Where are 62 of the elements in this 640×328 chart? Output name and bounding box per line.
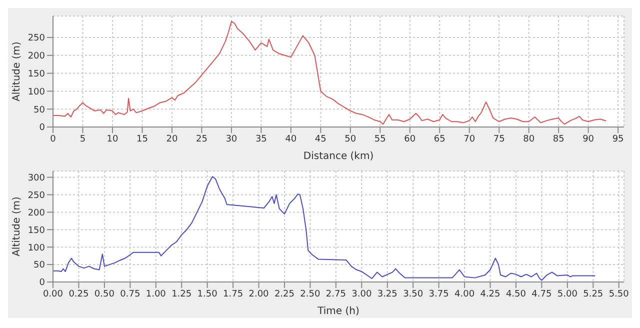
x-axis-title: Time (h) bbox=[316, 306, 360, 317]
x-tick-label: 1.50 bbox=[197, 289, 218, 300]
x-tick-label: 85 bbox=[552, 134, 564, 144]
x-tick-label: 5.00 bbox=[557, 289, 578, 300]
y-tick-label: 300 bbox=[28, 173, 46, 184]
x-tick-label: 4.25 bbox=[480, 289, 500, 300]
x-tick-label: 3.75 bbox=[428, 289, 449, 300]
x-tick-label: 65 bbox=[434, 134, 446, 144]
x-tick-label: 4.00 bbox=[454, 289, 475, 300]
x-tick-label: 20 bbox=[166, 134, 178, 144]
x-tick-label: 0.25 bbox=[68, 289, 89, 300]
x-tick-label: 25 bbox=[196, 134, 208, 144]
x-tick-label: 70 bbox=[464, 134, 476, 144]
y-tick-label: 150 bbox=[28, 226, 46, 236]
y-tick-label: 150 bbox=[28, 69, 46, 80]
x-tick-label: 3.00 bbox=[352, 289, 372, 300]
x-tick-label: 45 bbox=[314, 134, 326, 144]
y-tick-label: 50 bbox=[34, 105, 46, 116]
x-tick-label: 35 bbox=[255, 134, 267, 144]
x-tick-label: 0.75 bbox=[120, 289, 140, 300]
y-tick-label: 0 bbox=[39, 123, 46, 134]
y-axis-title: Altitude (m) bbox=[12, 42, 23, 102]
x-tick-label: 5.25 bbox=[583, 289, 604, 300]
x-tick-label: 1.00 bbox=[146, 289, 166, 300]
x-tick-label: 2.25 bbox=[274, 289, 295, 300]
x-tick-label: 4.75 bbox=[532, 289, 552, 300]
x-tick-label: 0.00 bbox=[42, 289, 64, 300]
y-axis-title: Altitude (m) bbox=[12, 196, 23, 256]
line-series bbox=[53, 176, 596, 281]
x-tick-label: 55 bbox=[374, 134, 386, 144]
x-axis-title: Distance (km) bbox=[303, 151, 374, 162]
x-tick-label: 15 bbox=[136, 134, 148, 144]
x-tick-label: 1.25 bbox=[172, 289, 192, 300]
x-tick-label: 1.75 bbox=[223, 289, 244, 300]
y-tick-label: 100 bbox=[28, 87, 46, 98]
x-tick-label: 75 bbox=[493, 134, 505, 144]
x-tick-label: 30 bbox=[226, 134, 238, 144]
x-tick-label: 95 bbox=[612, 134, 624, 144]
y-tick-label: 200 bbox=[28, 52, 46, 62]
x-tick-label: 0 bbox=[50, 134, 56, 144]
line-series bbox=[53, 20, 607, 125]
x-tick-label: 2.00 bbox=[248, 289, 270, 300]
x-tick-label: 2.75 bbox=[326, 289, 346, 300]
x-tick-label: 2.50 bbox=[300, 289, 320, 300]
y-tick-label: 0 bbox=[39, 278, 46, 288]
x-tick-label: 0.50 bbox=[94, 289, 115, 300]
x-tick-label: 90 bbox=[582, 134, 594, 144]
y-tick-label: 250 bbox=[28, 190, 46, 201]
x-tick-label: 3.25 bbox=[377, 289, 398, 300]
x-tick-label: 50 bbox=[344, 134, 356, 144]
x-tick-label: 5 bbox=[80, 134, 86, 144]
x-tick-label: 3.50 bbox=[403, 289, 424, 300]
y-tick-label: 200 bbox=[28, 208, 46, 218]
y-tick-label: 50 bbox=[34, 260, 46, 271]
x-tick-label: 5.50 bbox=[608, 289, 630, 300]
x-tick-label: 4.50 bbox=[506, 289, 526, 300]
x-tick-label: 40 bbox=[285, 134, 297, 144]
x-tick-label: 80 bbox=[523, 134, 535, 144]
y-tick-label: 250 bbox=[28, 34, 46, 44]
x-tick-label: 60 bbox=[404, 134, 416, 144]
y-tick-label: 100 bbox=[28, 243, 46, 254]
x-tick-label: 10 bbox=[106, 134, 118, 144]
